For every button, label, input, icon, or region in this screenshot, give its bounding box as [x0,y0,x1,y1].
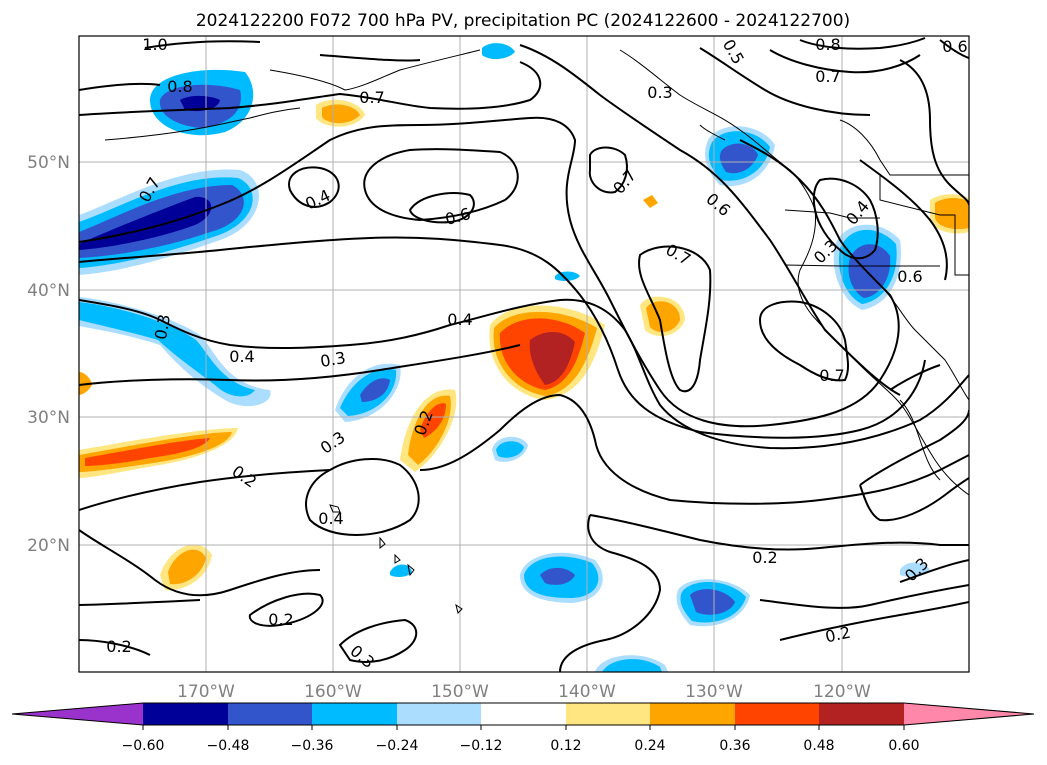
contour-label: 0.8 [167,77,192,96]
lon-tick-label: 120°W [813,682,871,702]
lon-tick-label: 130°W [685,682,743,702]
colorbar-label: −0.24 [376,738,419,754]
lon-tick-label: 140°W [558,682,616,702]
pos-anomaly-subtropical [400,389,457,472]
colorbar-label: 0.12 [550,738,581,754]
colorbar-label: −0.12 [460,738,503,754]
colorbar-cell [904,703,1034,725]
latitude-labels: 50°N 40°N 30°N 20°N [27,153,70,556]
contour-label: 0.2 [106,637,131,656]
colorbar-cell [228,703,312,725]
contour-label: 0.2 [752,548,777,567]
map-frame [78,35,970,673]
contour-label: 0.6 [942,37,967,56]
map-content: 1.0 0.8 0.7 0.5 0.8 0.7 0.6 0.3 0.7 0.4 … [79,35,969,672]
colorbar-cell [735,703,819,725]
contour-label: 0.7 [359,88,384,107]
colorbar-label: −0.48 [207,738,250,754]
lat-tick-label: 40°N [27,281,70,301]
longitude-labels: 170°W 160°W 150°W 140°W 130°W 120°W [177,682,871,702]
colorbar-ticks [142,725,905,730]
colorbar-cell [566,703,650,725]
contour-label: 0.3 [647,83,672,102]
contour-label: 0.7 [815,67,840,86]
pv-contours [79,37,969,672]
lon-tick-label: 160°W [304,682,362,702]
colorbar-cell [481,703,566,725]
contour-label: 0.4 [229,347,254,366]
colorbar-label: −0.36 [291,738,334,754]
colorbar-cell [12,703,143,725]
contour-label: 0.8 [815,35,840,54]
pos-anomaly-west-band [79,428,238,478]
lat-tick-label: 50°N [27,153,70,173]
map-title: 2024122200 F072 700 hPa PV, precipitatio… [196,11,850,31]
colorbar-label: 0.60 [888,738,919,754]
colorbar-cell [650,703,735,725]
gridlines [79,36,969,672]
colorbar-label: 0.24 [634,738,665,754]
colorbar: −0.60 −0.48 −0.36 −0.24 −0.12 0.12 0.24 … [11,702,1035,754]
colorbar-label: 0.36 [719,738,750,754]
contour-label: 0.2 [823,623,852,647]
contour-label: 0.3 [319,348,347,371]
neg-anomaly-gulf-alaska-w [150,69,254,136]
pos-anomaly-central [489,305,605,400]
lon-tick-label: 170°W [177,682,235,702]
lat-tick-label: 20°N [27,536,70,556]
colorbar-cell [312,703,397,725]
neg-anomaly-mid [335,363,401,422]
colorbar-cell [397,703,481,725]
contour-label: 0.4 [447,310,472,329]
lon-tick-label: 150°W [431,682,489,702]
lat-tick-label: 30°N [27,408,70,428]
contour-label: 0.6 [897,267,922,286]
colorbar-cell [819,703,904,725]
coastlines [104,49,969,614]
contour-label: 1.0 [142,35,167,54]
contour-label: 0.2 [268,610,293,629]
colorbar-label: −0.60 [122,738,165,754]
colorbar-cell [143,703,228,725]
contour-label: 0.7 [819,366,844,385]
colorbar-label: 0.48 [803,738,834,754]
contour-label: 0.3 [151,313,174,341]
contour-label: 0.4 [318,509,343,528]
